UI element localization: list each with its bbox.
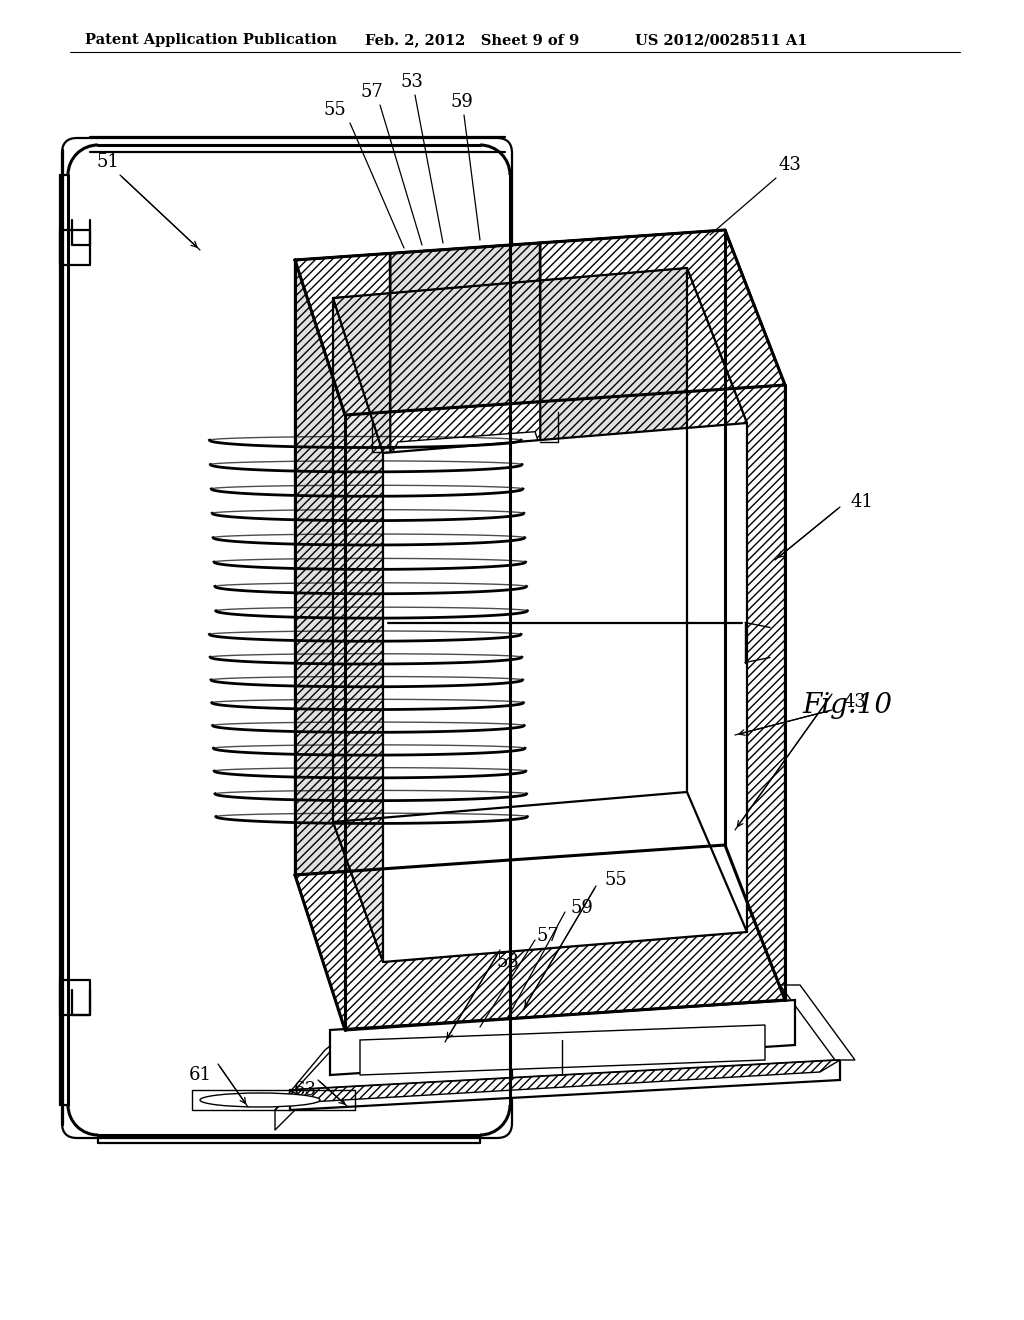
Text: Feb. 2, 2012   Sheet 9 of 9: Feb. 2, 2012 Sheet 9 of 9 bbox=[365, 33, 580, 48]
Text: 41: 41 bbox=[851, 492, 873, 511]
Polygon shape bbox=[360, 1026, 765, 1074]
Polygon shape bbox=[330, 1001, 795, 1074]
Text: 57: 57 bbox=[360, 83, 383, 102]
Polygon shape bbox=[290, 1060, 840, 1102]
Text: 51: 51 bbox=[96, 153, 120, 172]
Text: Fig.10: Fig.10 bbox=[802, 692, 892, 719]
Polygon shape bbox=[290, 1060, 840, 1110]
Text: 59: 59 bbox=[570, 899, 594, 917]
Text: US 2012/0028511 A1: US 2012/0028511 A1 bbox=[635, 33, 808, 48]
Polygon shape bbox=[295, 253, 390, 414]
Polygon shape bbox=[780, 985, 855, 1060]
Polygon shape bbox=[687, 268, 746, 932]
Polygon shape bbox=[333, 268, 687, 822]
Polygon shape bbox=[333, 792, 746, 962]
Polygon shape bbox=[295, 845, 785, 1030]
Text: 61: 61 bbox=[188, 1067, 212, 1084]
Ellipse shape bbox=[200, 1093, 319, 1107]
Polygon shape bbox=[275, 1030, 350, 1110]
Polygon shape bbox=[383, 422, 746, 962]
Text: 43: 43 bbox=[844, 693, 866, 711]
Text: 57: 57 bbox=[537, 927, 559, 945]
Text: 53: 53 bbox=[400, 73, 424, 91]
Polygon shape bbox=[333, 298, 383, 962]
Polygon shape bbox=[390, 432, 540, 457]
Text: 63: 63 bbox=[294, 1081, 316, 1100]
Polygon shape bbox=[725, 230, 785, 1001]
Text: 53: 53 bbox=[497, 953, 519, 972]
FancyBboxPatch shape bbox=[62, 139, 512, 1138]
Polygon shape bbox=[295, 230, 725, 875]
Text: Patent Application Publication: Patent Application Publication bbox=[85, 33, 337, 48]
Text: 43: 43 bbox=[778, 156, 802, 174]
Polygon shape bbox=[390, 401, 540, 457]
Text: 55: 55 bbox=[604, 871, 628, 888]
Text: 55: 55 bbox=[324, 102, 346, 119]
Polygon shape bbox=[540, 230, 785, 401]
Text: 59: 59 bbox=[451, 92, 473, 111]
